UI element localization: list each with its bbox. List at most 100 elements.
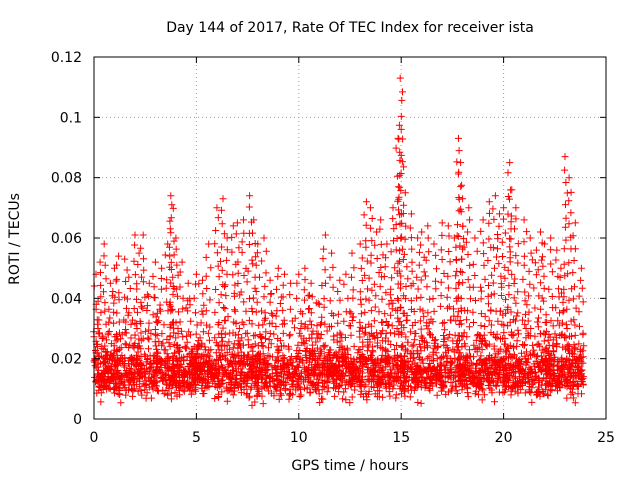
roti-peak-point: [139, 231, 147, 239]
roti-peak-point: [297, 325, 305, 332]
roti-spike: [299, 276, 311, 361]
roti-spike: [151, 326, 162, 362]
roti-spike: [380, 254, 393, 366]
x-tick-label: 0: [90, 430, 99, 446]
roti-spike: [334, 288, 345, 365]
roti-spike: [442, 232, 454, 362]
roti-spike: [99, 252, 110, 363]
roti-peak-point: [328, 249, 336, 257]
y-axis-label: ROTI / TECUs: [7, 193, 23, 285]
roti-peak-point: [563, 325, 571, 332]
roti-spike: [510, 215, 522, 360]
roti-peak-point: [158, 264, 166, 272]
roti-peak-point: [167, 192, 175, 200]
roti-peak-point: [543, 319, 551, 326]
roti-peak-point: [553, 246, 561, 254]
y-tick-label: 0.06: [51, 231, 82, 247]
roti-spike: [256, 334, 266, 363]
roti-spike: [360, 211, 373, 365]
roti-peak-point: [135, 249, 143, 257]
roti-point-cloud: [90, 280, 587, 409]
roti-peak-point: [194, 337, 202, 345]
roti-spike: [377, 327, 388, 364]
roti-spike: [477, 227, 490, 366]
roti-peak-point: [281, 270, 288, 278]
roti-peak-point: [235, 325, 243, 332]
roti-peak-point: [496, 210, 503, 218]
roti-peak-point: [389, 204, 397, 212]
roti-spike: [193, 341, 202, 362]
roti-spike: [176, 268, 188, 364]
roti-peak-point: [502, 309, 510, 317]
roti-peak-point: [571, 219, 579, 227]
roti-spike: [305, 291, 317, 360]
roti-spike: [231, 230, 244, 365]
roti-spike: [347, 264, 358, 363]
roti-spike: [397, 324, 410, 360]
roti-spike: [221, 246, 231, 363]
roti-peak-point: [459, 195, 467, 203]
roti-spike: [534, 239, 546, 360]
roti-peak-point: [96, 258, 104, 266]
roti-peak-point: [307, 279, 315, 287]
roti-spike: [469, 247, 481, 361]
roti-peak-point: [379, 319, 387, 326]
y-tick-label: 0.04: [51, 291, 82, 307]
x-tick-label: 15: [392, 430, 410, 446]
roti-peak-point: [396, 74, 404, 82]
roti-spike: [484, 209, 496, 362]
roti-spike: [356, 330, 368, 361]
roti-peak-point: [215, 319, 223, 326]
roti-peak-point: [532, 246, 540, 254]
roti-spike: [119, 266, 131, 363]
roti-spike: [415, 241, 428, 361]
roti-peak-point: [317, 331, 325, 338]
roti-spike: [211, 214, 223, 363]
roti-spike: [172, 334, 183, 362]
roti-peak-point: [547, 234, 555, 242]
roti-peak-point: [145, 279, 153, 287]
roti-spike: [524, 249, 537, 363]
roti-peak-point: [233, 219, 241, 227]
roti-peak-point: [383, 240, 391, 248]
roti-peak-point: [315, 300, 323, 308]
roti-peak-point: [246, 192, 254, 200]
roti-peak-point: [526, 234, 534, 242]
roti-peak-point: [94, 325, 102, 332]
roti-spike: [452, 147, 465, 362]
roti-spike: [274, 342, 285, 365]
roti-peak-point: [100, 240, 108, 248]
roti-peak-point: [151, 258, 159, 266]
roti-peak-point: [356, 240, 364, 248]
roti-spike: [365, 215, 377, 365]
roti-peak-point: [154, 319, 161, 326]
roti-peak-point: [223, 234, 231, 242]
roti-peak-point: [256, 331, 264, 338]
roti-spike: [499, 322, 512, 364]
roti-peak-point: [250, 216, 258, 224]
y-tick-label: 0.02: [51, 352, 82, 368]
roti-spike: [93, 330, 103, 360]
roti-peak-point: [373, 228, 381, 236]
roti-spike: [315, 334, 327, 360]
roti-peak-point: [219, 195, 227, 203]
roti-spike: [285, 291, 296, 363]
roti-spike: [131, 331, 143, 362]
roti-peak-point: [377, 216, 385, 224]
roti-peak-point: [407, 210, 415, 218]
roti-spike: [438, 326, 450, 361]
roti-spike: [406, 224, 418, 362]
roti-peak-point: [397, 125, 405, 133]
roti-spike: [356, 254, 367, 365]
y-tick-label: 0.12: [51, 50, 82, 66]
roti-peak-point: [168, 201, 176, 209]
roti-spike: [530, 259, 543, 361]
roti-peak-point: [133, 325, 141, 332]
axis-ticks: 0 0.02 0.04 0.06 0.08 0.1 0.12 0 5 10 15 20 25: [51, 50, 615, 446]
y-tick-label: 0.1: [60, 110, 82, 126]
roti-peak-point: [295, 270, 303, 278]
plot-frame: [93, 56, 607, 420]
roti-peak-point: [512, 204, 520, 212]
roti-peak-point: [508, 186, 516, 194]
roti-spike: [521, 329, 532, 362]
